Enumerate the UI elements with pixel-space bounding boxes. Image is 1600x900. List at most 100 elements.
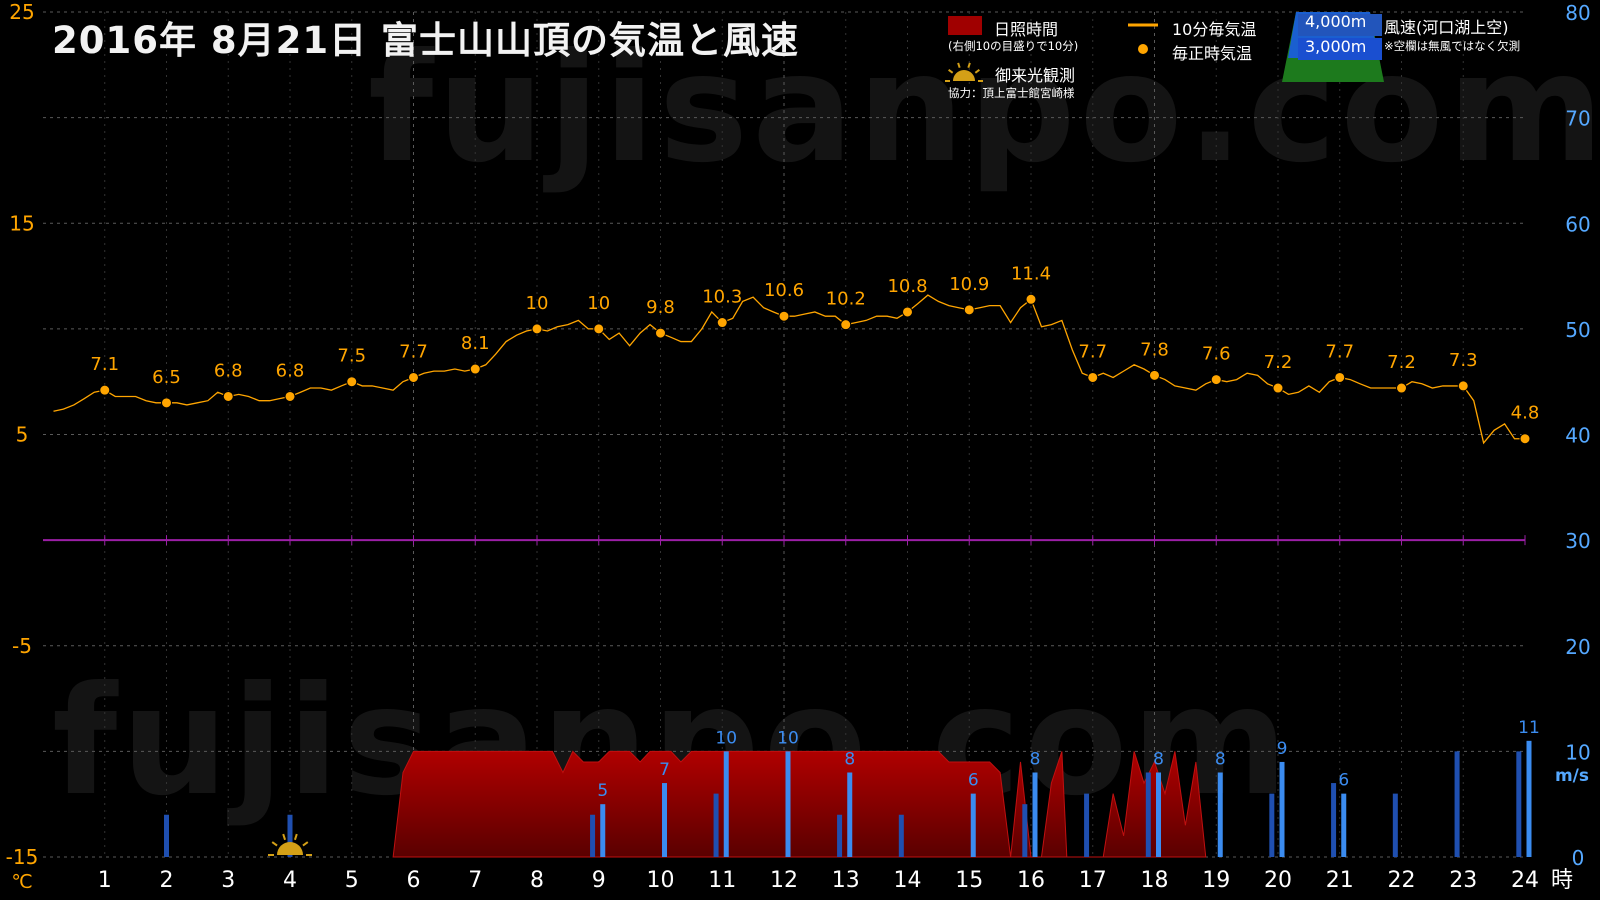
wind-3000-label: 10 <box>715 728 737 748</box>
wind-3000-bar <box>1032 772 1038 857</box>
x-tick-label: 4 <box>283 868 297 893</box>
hourly-temp-label: 11.4 <box>1011 263 1051 284</box>
left-tick-label: 5 <box>16 423 29 447</box>
watermark-top: fujisanpo.com <box>368 22 1600 196</box>
wind-4000-bar <box>1331 783 1337 857</box>
hourly-temp-point <box>1210 374 1222 386</box>
hourly-temp-point <box>655 327 666 339</box>
sunshine-area <box>392 750 1207 858</box>
hourly-temp-point <box>716 317 728 329</box>
wind-3000-bar <box>785 751 791 857</box>
hourly-temp-label: 6.5 <box>152 367 181 388</box>
sunrise-icon-ray <box>271 841 278 847</box>
right-tick-label: 40 <box>1565 424 1590 448</box>
x-tick-label: 21 <box>1326 868 1354 893</box>
sunrise-icon-ray <box>302 841 309 847</box>
legend-wind-title: 風速(河口湖上空) <box>1384 18 1509 37</box>
hourly-temp-label: 7.8 <box>1140 339 1169 360</box>
legend-sunrise-credit: 協力：頂上富士館宮崎様 <box>948 86 1075 100</box>
sunrise-icon-ray <box>293 833 298 841</box>
wind-4000-bar <box>837 814 843 857</box>
x-tick-label: 13 <box>832 868 860 893</box>
wind-bars: 5 7 10 10 8 6 8 8 8 9 6 11 <box>164 718 1540 857</box>
left-axis-unit: ℃ <box>11 871 32 893</box>
right-tick-label: 70 <box>1565 107 1590 131</box>
wind-4000-bar <box>1084 793 1090 857</box>
wind-4000-bar <box>590 814 596 857</box>
wind-3000-bar <box>847 772 853 857</box>
hourly-temp-label: 7.7 <box>1078 341 1107 362</box>
hourly-temp-point <box>1519 433 1531 445</box>
right-tick-label: 0 <box>1572 846 1585 870</box>
sunrise-icon <box>268 833 312 856</box>
hourly-temp-label: 7.5 <box>337 346 366 367</box>
legend-sunrise-ray <box>948 69 954 74</box>
chart-title: 2016年 8月21日 富士山山頂の気温と風速 <box>52 19 799 62</box>
hourly-temp-label: 7.2 <box>1264 352 1293 373</box>
hourly-temp-point <box>902 306 913 318</box>
hourly-temp-point <box>531 323 543 335</box>
legend-wind-3000-label: 3,000m <box>1305 37 1367 56</box>
wind-3000-bar <box>1279 761 1285 857</box>
hourly-temp-label: 10.2 <box>826 289 866 310</box>
x-tick-label: 1 <box>98 868 112 893</box>
hourly-temp-point <box>593 323 605 335</box>
hourly-temp-label: 4.8 <box>1511 403 1540 424</box>
x-tick-label: 9 <box>592 868 606 893</box>
hourly-temp-label: 7.7 <box>399 341 428 362</box>
hourly-temp-point <box>99 384 111 396</box>
hourly-temp-label: 9.8 <box>646 297 675 318</box>
wind-4000-bar <box>1516 751 1522 857</box>
sunrise-icon-ray <box>282 833 287 841</box>
wind-3000-label: 8 <box>1030 750 1041 770</box>
legend-sunshine-swatch <box>948 16 982 35</box>
hourly-temp-label: 6.8 <box>276 360 305 381</box>
hourly-temp-label: 8.1 <box>461 333 490 354</box>
x-tick-label: 14 <box>894 868 922 893</box>
hourly-temp-label: 7.2 <box>1387 352 1416 373</box>
left-tick-label: 25 <box>9 0 34 24</box>
hourly-temp-label: 10 <box>526 293 549 314</box>
hourly-temp-point <box>408 371 419 383</box>
legend-sunrise-ray <box>957 62 961 68</box>
right-tick-label: 10 <box>1565 740 1590 764</box>
hourly-temp-label: 7.1 <box>90 354 119 375</box>
left-tick-label: -15 <box>6 845 39 869</box>
hourly-temp-point <box>469 363 481 375</box>
hourly-temp-point <box>1149 369 1160 381</box>
right-axis-unit: m/s <box>1555 766 1589 786</box>
hourly-temp-label: 10.9 <box>949 274 989 295</box>
hourly-temp-point <box>1025 293 1037 305</box>
x-tick-label: 2 <box>160 868 174 893</box>
hourly-temp-point <box>778 310 790 322</box>
hourly-temp-point <box>346 376 358 388</box>
hourly-temp-point <box>1457 380 1469 392</box>
legend-sunrise-ray <box>967 62 971 68</box>
hourly-temp-point <box>963 304 975 316</box>
wind-3000-label: 9 <box>1277 739 1288 759</box>
legend-wind-4000-label: 4,000m <box>1305 12 1367 31</box>
x-tick-label: 6 <box>407 868 421 893</box>
hourly-temp-point <box>222 390 234 402</box>
hourly-temp-label: 7.7 <box>1325 341 1354 362</box>
wind-3000-label: 8 <box>844 750 855 770</box>
legend-temp-hourly-label: 毎正時気温 <box>1172 44 1253 63</box>
wind-3000-bar <box>1217 772 1223 857</box>
legend-wind-note: ※空欄は無風ではなく欠測 <box>1384 39 1521 53</box>
right-tick-label: 20 <box>1565 635 1590 659</box>
left-tick-label: -5 <box>12 634 32 658</box>
x-tick-label: 11 <box>708 868 736 893</box>
wind-4000-bar <box>1022 804 1028 857</box>
wind-3000-label: 11 <box>1518 718 1540 738</box>
wind-3000-bar <box>662 783 667 857</box>
x-tick-label: 19 <box>1202 868 1230 893</box>
legend-wind-4000-swatch <box>1298 14 1382 36</box>
legend-sunshine-note: (右側10の目盛りで10分) <box>948 39 1079 53</box>
x-tick-label: 16 <box>1017 868 1045 893</box>
legend-temp10-label: 10分毎気温 <box>1172 20 1257 39</box>
hourly-temp-label: 10.3 <box>702 287 742 308</box>
x-tick-label: 3 <box>221 868 235 893</box>
wind-4000-bar <box>164 814 169 857</box>
